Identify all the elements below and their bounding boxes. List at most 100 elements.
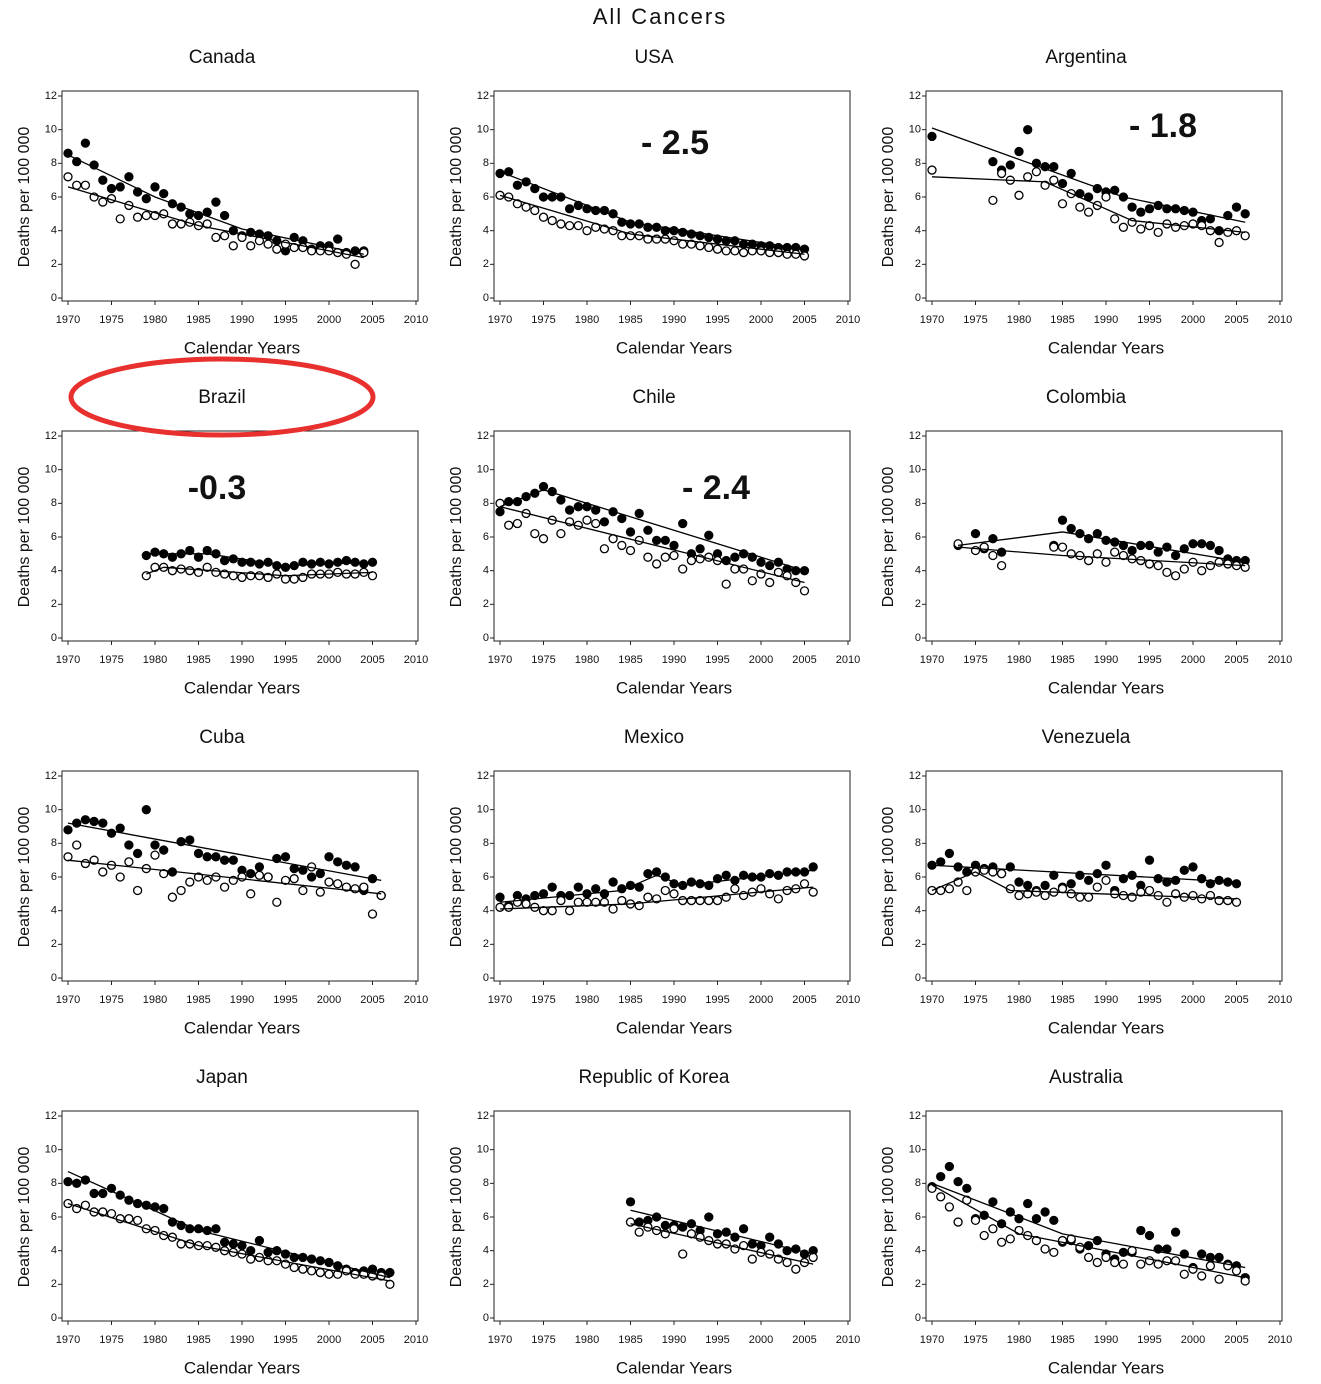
panel: USA Calendar Years Deaths per 100 000 1970 1… (448, 47, 860, 357)
filled-point (1127, 545, 1137, 556)
open-point (988, 195, 998, 206)
open-point (289, 574, 299, 584)
open-point (272, 244, 282, 254)
x-tick-label: 1975 (99, 654, 123, 666)
x-tick-label: 1990 (662, 994, 686, 1006)
filled-point (1040, 1207, 1050, 1217)
filled-point (564, 204, 575, 214)
open-point (988, 1224, 998, 1234)
plot-frame (925, 770, 1283, 982)
open-point (1118, 222, 1129, 232)
filled-point (962, 1183, 972, 1194)
trend-line (499, 506, 805, 584)
panel: Argentina Calendar Years Deaths per 100 00… (880, 47, 1292, 357)
x-tick-label: 2010 (1268, 1334, 1292, 1346)
filled-point (98, 818, 108, 828)
x-tick-label: 2005 (360, 1334, 384, 1346)
open-point (1075, 550, 1085, 561)
open-point (237, 572, 247, 583)
y-tick-label: 6 (483, 191, 489, 203)
filled-point (547, 882, 557, 892)
trend-line (931, 127, 1246, 223)
annotation: - 2.5 (641, 124, 709, 162)
open-point (738, 1240, 749, 1251)
filled-point (564, 505, 575, 515)
filled-point (1214, 545, 1224, 556)
open-point (1040, 890, 1050, 901)
open-point (1223, 895, 1233, 906)
open-point (791, 249, 801, 259)
x-tick-label: 1980 (143, 314, 167, 326)
open-point (1170, 571, 1181, 581)
open-point (651, 559, 662, 569)
open-point (808, 887, 818, 897)
x-tick-label: 1970 (56, 654, 80, 666)
filled-point (1240, 209, 1250, 219)
filled-point (150, 547, 160, 557)
y-tick-label: 0 (915, 1312, 921, 1324)
x-tick-label: 1985 (1050, 654, 1074, 666)
filled-point (1214, 226, 1224, 236)
open-point (124, 857, 134, 867)
open-point (704, 895, 714, 906)
open-point (167, 219, 178, 229)
open-point (686, 555, 697, 566)
filled-point (988, 1197, 998, 1207)
y-axis-label: Deaths per 100 000 (448, 1147, 465, 1288)
x-tick-label: 1970 (920, 994, 944, 1006)
filled-point (1214, 1252, 1224, 1263)
filled-point (98, 1188, 108, 1199)
y-tick-label: 0 (483, 1312, 489, 1324)
open-point (573, 897, 583, 907)
filled-point (1101, 860, 1111, 870)
open-point (738, 247, 749, 258)
open-point (376, 890, 386, 901)
filled-point (1231, 879, 1242, 889)
x-tick-label: 2010 (1268, 994, 1292, 1006)
open-point (704, 242, 714, 253)
y-tick-label: 4 (51, 905, 57, 917)
open-point (324, 877, 334, 887)
open-point (1231, 897, 1242, 907)
filled-point (1170, 550, 1181, 561)
open-point (538, 534, 549, 544)
open-point (246, 889, 256, 899)
x-axis-label: Calendar Years (616, 338, 732, 357)
open-point (582, 226, 592, 236)
open-point (1136, 887, 1146, 897)
filled-point (1136, 1225, 1146, 1236)
trend-line (499, 171, 805, 250)
open-point (1197, 1271, 1207, 1281)
filled-point (1066, 523, 1076, 534)
x-tick-label: 1975 (99, 1334, 123, 1346)
y-tick-label: 6 (915, 191, 921, 203)
open-point (150, 850, 160, 860)
filled-point (1083, 875, 1094, 886)
panel-title: Republic of Korea (578, 1067, 729, 1088)
open-point (564, 220, 575, 231)
filled-point (237, 557, 247, 567)
x-tick-label: 2000 (317, 994, 341, 1006)
open-point (115, 872, 125, 882)
open-point (564, 906, 575, 916)
filled-point (219, 1237, 230, 1247)
x-tick-label: 1975 (963, 314, 987, 326)
y-tick-label: 12 (45, 770, 57, 782)
filled-point (1162, 1244, 1172, 1254)
open-point (962, 885, 972, 896)
open-point (272, 897, 282, 907)
x-tick-label: 1995 (705, 994, 729, 1006)
y-axis-label: Deaths per 100 000 (16, 1147, 33, 1288)
open-point (1144, 220, 1155, 231)
filled-point (599, 889, 610, 899)
open-point (773, 894, 784, 904)
filled-point (1153, 874, 1163, 884)
open-point (263, 572, 273, 583)
panel-title: Colombia (1046, 387, 1127, 408)
filled-point (219, 555, 230, 566)
open-point (1092, 1257, 1102, 1268)
filled-point (211, 197, 221, 207)
y-tick-label: 0 (483, 632, 489, 644)
filled-point (512, 180, 523, 190)
x-tick-label: 1980 (575, 994, 599, 1006)
